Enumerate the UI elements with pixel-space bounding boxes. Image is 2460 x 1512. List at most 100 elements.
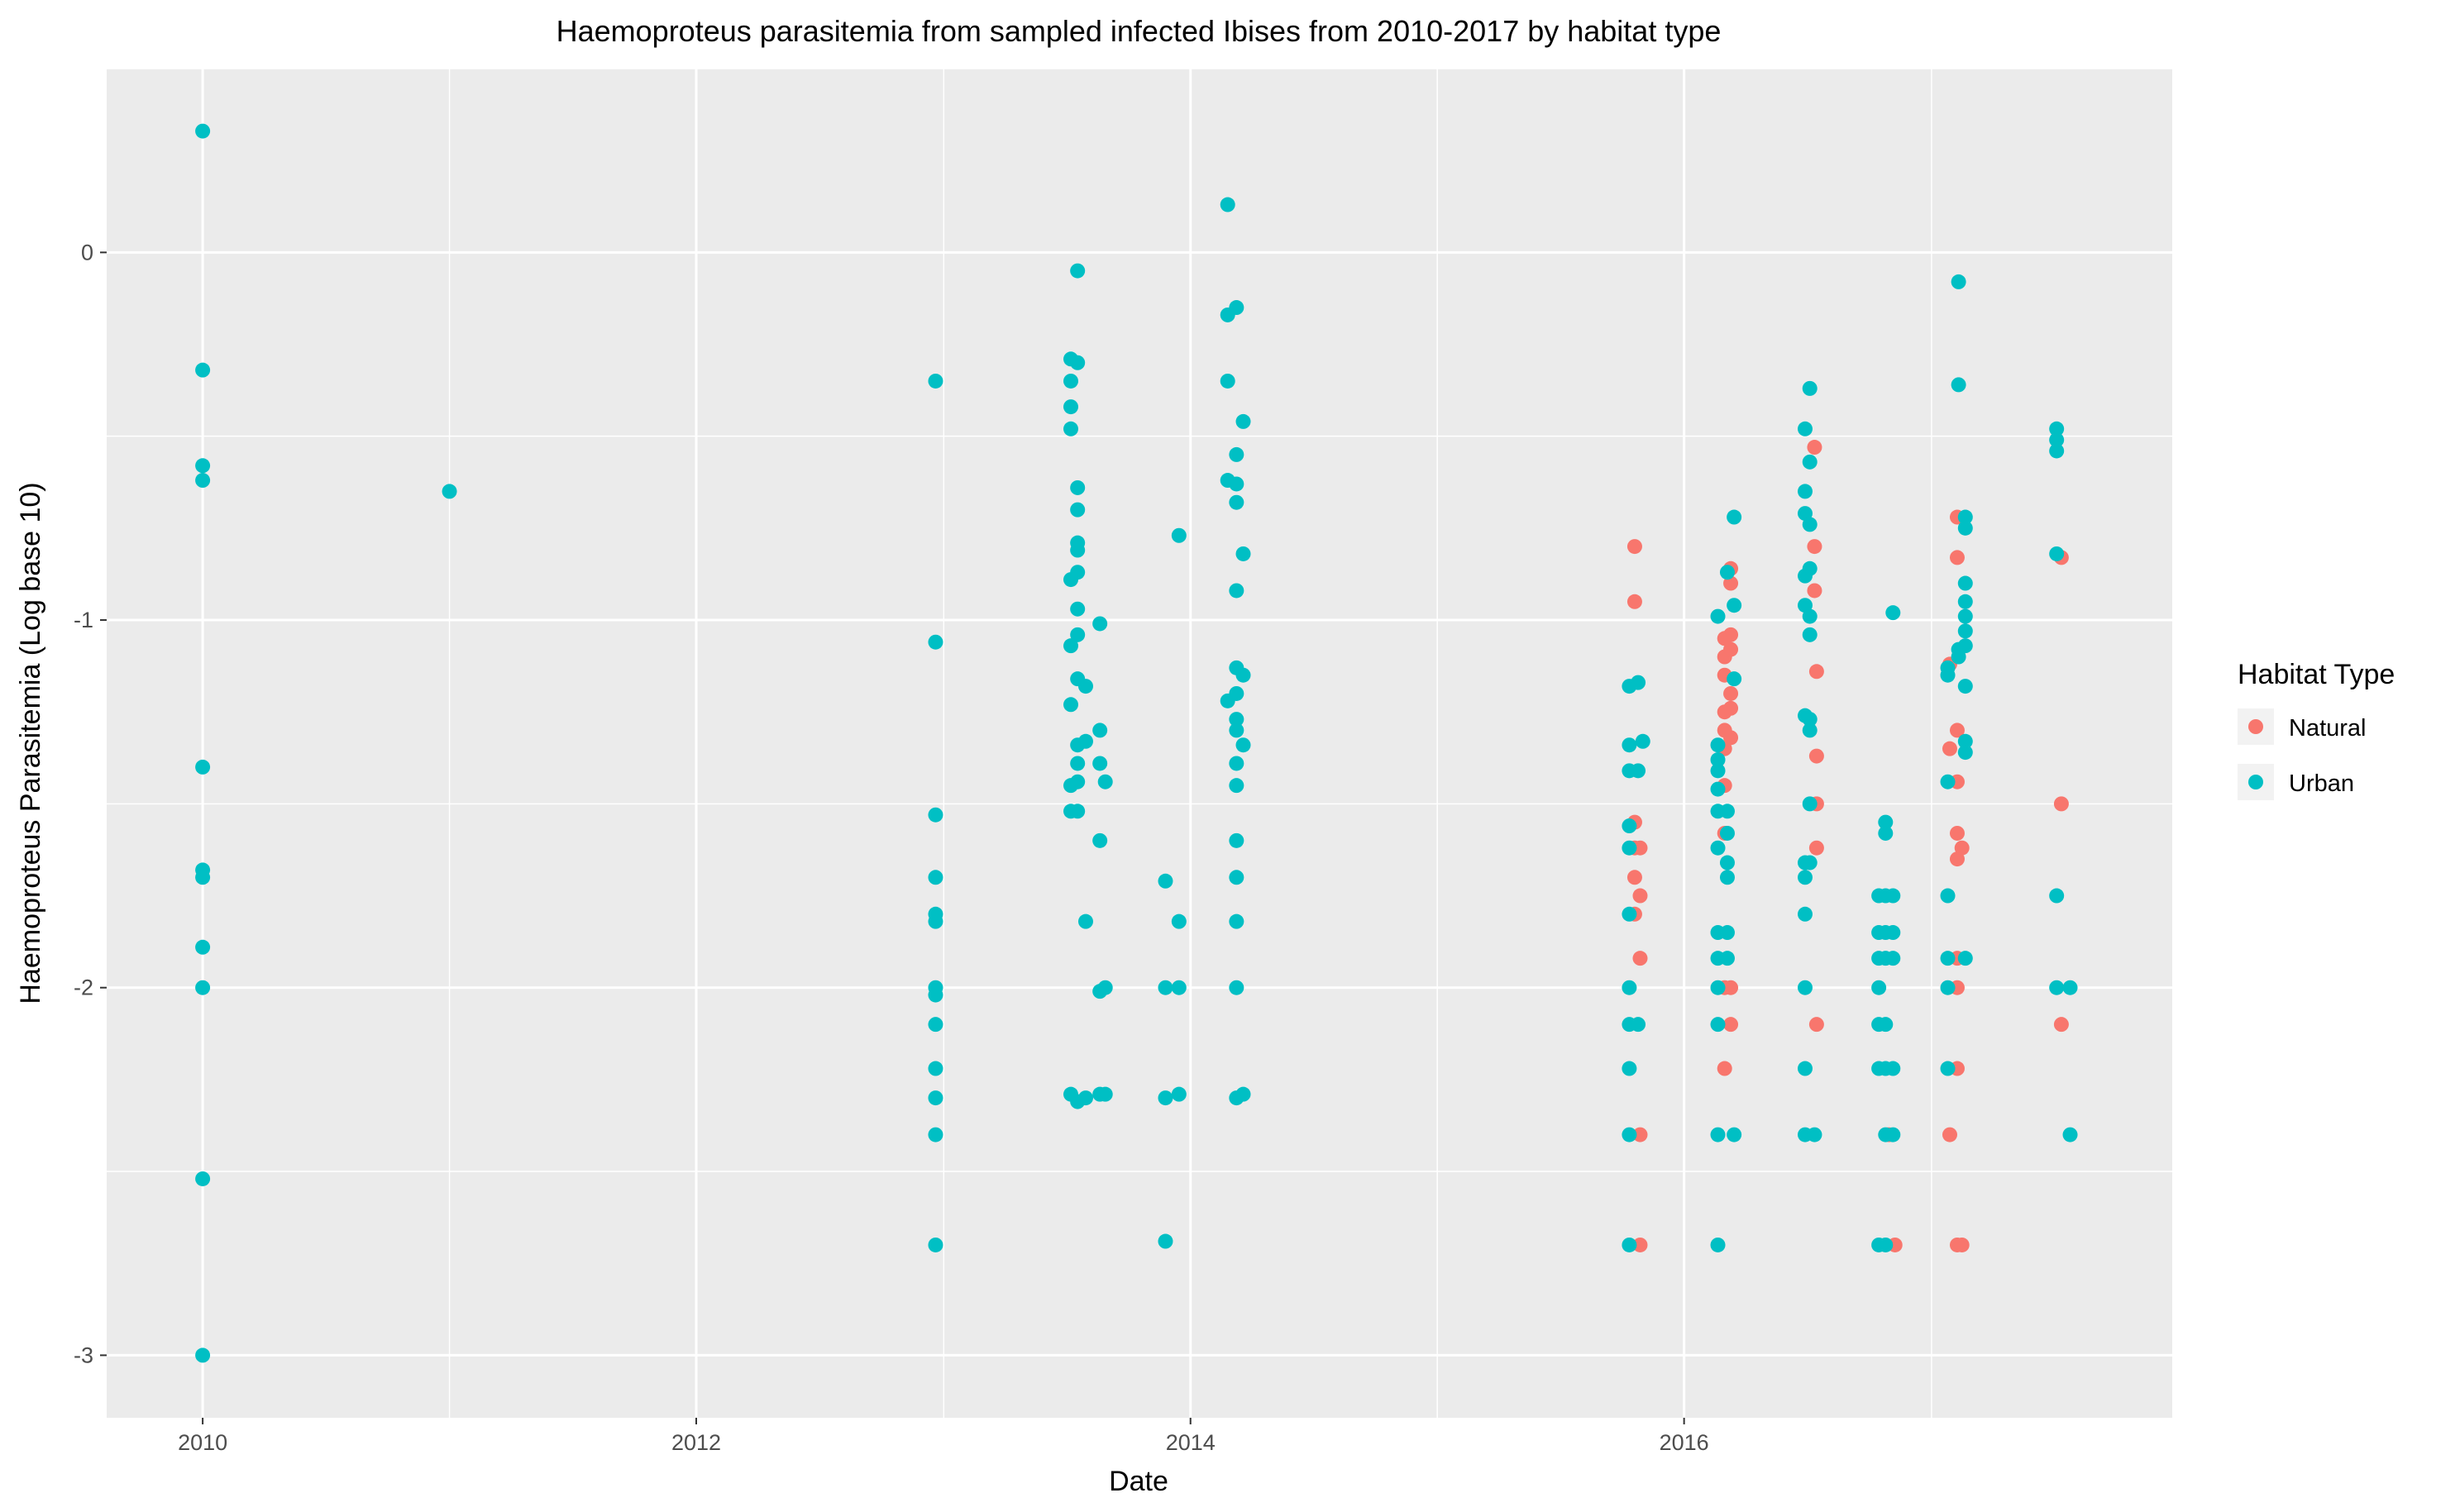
point-natural bbox=[1723, 1017, 1739, 1033]
point-urban bbox=[1070, 804, 1086, 819]
point-natural bbox=[1807, 583, 1822, 599]
point-urban bbox=[1727, 598, 1742, 613]
point-urban bbox=[1158, 980, 1173, 995]
point-urban bbox=[1802, 796, 1818, 812]
point-urban bbox=[928, 1061, 943, 1076]
point-urban bbox=[1719, 804, 1735, 819]
point-natural bbox=[1723, 700, 1739, 716]
point-urban bbox=[1092, 723, 1108, 738]
point-urban bbox=[1719, 565, 1735, 580]
point-urban bbox=[1171, 1086, 1187, 1102]
point-natural bbox=[1723, 980, 1739, 995]
point-natural bbox=[1808, 664, 1824, 680]
point-urban bbox=[1077, 679, 1093, 694]
point-urban bbox=[1807, 1127, 1822, 1142]
point-urban bbox=[1229, 583, 1244, 599]
point-urban bbox=[442, 484, 457, 499]
point-natural bbox=[1632, 840, 1648, 856]
point-urban bbox=[1798, 421, 1813, 436]
point-urban bbox=[1235, 667, 1251, 683]
point-natural bbox=[1807, 440, 1822, 456]
point-urban bbox=[1710, 752, 1726, 768]
point-urban bbox=[1957, 608, 1973, 624]
point-urban bbox=[1885, 605, 1901, 621]
point-urban bbox=[1092, 832, 1108, 848]
point-urban bbox=[928, 634, 943, 650]
point-urban bbox=[928, 1090, 943, 1106]
point-natural bbox=[1954, 1237, 1970, 1252]
point-urban bbox=[2049, 432, 2065, 448]
point-urban bbox=[1235, 737, 1251, 753]
point-urban bbox=[195, 473, 211, 489]
point-urban bbox=[1710, 1017, 1726, 1033]
point-urban bbox=[928, 1127, 943, 1142]
x-tick-label: 2014 bbox=[1166, 1430, 1216, 1455]
point-urban bbox=[1635, 733, 1650, 749]
point-urban bbox=[928, 870, 943, 885]
point-natural bbox=[1632, 888, 1648, 904]
point-urban bbox=[1229, 778, 1244, 794]
point-urban bbox=[1622, 980, 1637, 995]
point-urban bbox=[1092, 616, 1108, 632]
point-urban bbox=[1710, 737, 1726, 753]
point-natural bbox=[1808, 748, 1824, 764]
point-urban bbox=[1158, 1233, 1173, 1249]
point-urban bbox=[1063, 421, 1079, 436]
point-urban bbox=[1070, 565, 1086, 580]
point-urban bbox=[1070, 542, 1086, 558]
point-natural bbox=[1942, 741, 1957, 756]
point-urban bbox=[2049, 888, 2065, 904]
point-urban bbox=[1802, 380, 1818, 396]
point-natural bbox=[1807, 539, 1822, 555]
point-urban bbox=[1802, 855, 1818, 870]
point-urban bbox=[1092, 756, 1108, 771]
point-urban bbox=[1229, 913, 1244, 929]
point-natural bbox=[1723, 642, 1739, 657]
point-natural bbox=[2053, 796, 2069, 812]
data-points bbox=[195, 123, 2078, 1363]
point-urban bbox=[1622, 1127, 1637, 1142]
point-urban bbox=[1710, 1127, 1726, 1142]
point-natural bbox=[1723, 730, 1739, 746]
legend-label-urban: Urban bbox=[2289, 770, 2354, 797]
point-urban bbox=[1802, 560, 1818, 576]
point-urban bbox=[1063, 373, 1079, 389]
point-urban bbox=[2062, 980, 2078, 995]
x-tick-label: 2016 bbox=[1660, 1430, 1709, 1455]
point-urban bbox=[2049, 546, 2065, 561]
point-urban bbox=[1957, 520, 1973, 536]
point-urban bbox=[195, 980, 211, 995]
point-urban bbox=[1871, 980, 1887, 995]
point-urban bbox=[1063, 638, 1079, 654]
point-urban bbox=[1719, 855, 1735, 870]
point-urban bbox=[1719, 870, 1735, 885]
point-urban bbox=[1957, 638, 1973, 654]
point-urban bbox=[1957, 679, 1973, 694]
point-urban bbox=[1710, 608, 1726, 624]
point-urban bbox=[1878, 1017, 1894, 1033]
point-natural bbox=[1723, 685, 1739, 701]
point-urban bbox=[195, 362, 211, 378]
point-urban bbox=[1171, 913, 1187, 929]
point-urban bbox=[928, 1237, 943, 1252]
point-urban bbox=[1798, 870, 1813, 885]
point-urban bbox=[195, 759, 211, 775]
point-urban bbox=[1220, 373, 1235, 389]
point-urban bbox=[1710, 763, 1726, 779]
y-tick-label: -2 bbox=[74, 975, 93, 1000]
legend-title: Habitat Type bbox=[2238, 659, 2395, 690]
point-urban bbox=[1229, 446, 1244, 462]
x-axis: 2010 2012 2014 2016 bbox=[178, 1418, 1709, 1455]
point-urban bbox=[1097, 774, 1113, 789]
point-urban bbox=[928, 913, 943, 929]
point-urban bbox=[1798, 906, 1813, 922]
point-urban bbox=[1622, 818, 1637, 834]
point-urban bbox=[1077, 1090, 1093, 1106]
plot-panel bbox=[107, 69, 2172, 1418]
minor-gridlines bbox=[107, 68, 2172, 1418]
point-urban bbox=[1070, 263, 1086, 279]
point-urban bbox=[1077, 913, 1093, 929]
point-urban bbox=[195, 939, 211, 955]
legend-label-natural: Natural bbox=[2289, 715, 2367, 742]
